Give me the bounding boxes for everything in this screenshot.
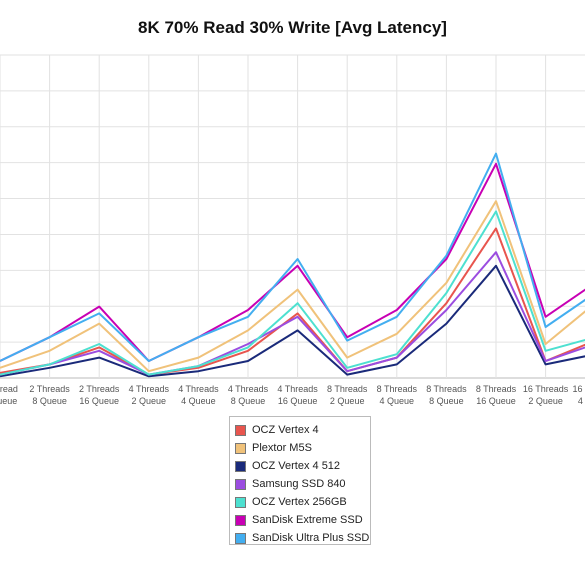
series-line-6 [0,152,585,362]
legend-label: SanDisk Extreme SSD [252,514,363,526]
legend-item: OCZ Vertex 256GB [235,493,370,511]
series-layer [0,152,585,378]
legend-item: OCZ Vertex 4 [235,421,370,439]
legend-swatch [235,514,246,526]
series-line-4 [0,210,585,376]
legend-item: Plextor M5S [235,439,370,457]
x-tick-label: 8 Threads 4 Queue [377,384,418,406]
x-tick-label: 1 Thread1 Queue [0,384,18,406]
series-line-5 [0,162,585,362]
legend-item: OCZ Vertex 4 512 [235,457,370,475]
x-tick-label: 4 Threads 8 Queue [228,384,269,406]
legend-label: OCZ Vertex 4 512 [252,460,341,472]
legend-swatch [235,478,246,490]
chart-title: 8K 70% Read 30% Write [Avg Latency] [138,18,447,37]
legend: OCZ Vertex 4 Plextor M5S OCZ Vertex 4 512 S… [229,416,371,545]
x-tick-label: 4 Threads 2 Queue [129,384,170,406]
legend-label: Samsung SSD 840 [252,478,346,490]
series-line-3 [0,251,585,376]
legend-swatch [235,496,246,508]
series-line-2 [0,264,585,378]
legend-swatch [235,460,246,472]
legend-label: OCZ Vertex 4 [252,424,319,436]
x-tick-label: 8 Threads 16 Queue [476,384,517,406]
x-tick-label: 16 Threads 2 Queue [523,384,569,406]
legend-swatch [235,442,246,454]
legend-swatch [235,532,246,544]
x-tick-label: 8 Threads 2 Queue [327,384,368,406]
x-tick-label: 8 Threads 8 Queue [426,384,467,406]
series-line-0 [0,227,585,376]
x-tick-label: 4 Threads 4 Queue [178,384,219,406]
legend-item: SanDisk Ultra Plus SSD [235,529,370,547]
x-tick-label: 2 Threads 16 Queue [79,384,120,406]
legend-label: OCZ Vertex 256GB [252,496,347,508]
legend-item: SanDisk Extreme SSD [235,511,370,529]
x-tick-label: 4 Threads 16 Queue [277,384,318,406]
legend-label: SanDisk Ultra Plus SSD [252,532,370,544]
series-line-1 [0,200,585,373]
legend-swatch [235,424,246,436]
x-tick-label: 2 Threads 8 Queue [29,384,70,406]
legend-label: Plextor M5S [252,442,312,454]
legend-item: Samsung SSD 840 [235,475,370,493]
